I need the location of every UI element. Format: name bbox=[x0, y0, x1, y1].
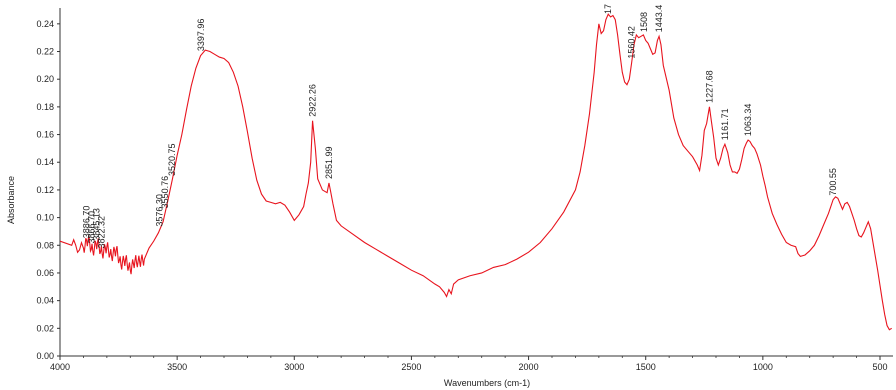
y-tick-label: 0.24 bbox=[36, 19, 54, 29]
peak-label: 17 bbox=[603, 4, 613, 14]
x-tick-label: 2500 bbox=[401, 362, 421, 372]
y-tick-label: 0.04 bbox=[36, 296, 54, 306]
peak-label: 3550.76 bbox=[160, 176, 170, 209]
peak-label: 700.55 bbox=[828, 168, 838, 196]
y-ticks: 0.00 0.02 0.04 0.06 0.08 0.10 0.12 0.14 0.16 0.18… bbox=[36, 19, 60, 361]
y-tick-label: 0.12 bbox=[36, 185, 54, 195]
peak-label: 3886.70 bbox=[82, 206, 92, 239]
peak-label: 3866.70 bbox=[86, 211, 96, 244]
series-layer bbox=[60, 13, 892, 331]
peak-label: 2922.26 bbox=[308, 84, 318, 117]
x-tick-label: 3500 bbox=[167, 362, 187, 372]
peak-label: 1560.42 bbox=[627, 26, 637, 59]
peak-label: 3520.75 bbox=[167, 143, 177, 176]
peak-labels: 3397.96 2922.26 2851.99 3520.753550.763576.… bbox=[82, 4, 838, 249]
y-tick-label: 0.22 bbox=[36, 47, 54, 57]
y-tick-label: 0.02 bbox=[36, 323, 54, 333]
x-tick-label: 1500 bbox=[636, 362, 656, 372]
x-tick-label: 1000 bbox=[753, 362, 773, 372]
y-tick-label: 0.18 bbox=[36, 102, 54, 112]
x-ticks: 4000 3500 3000 2500 2000 1500 1000 500 bbox=[50, 356, 888, 372]
y-tick-label: 0.08 bbox=[36, 240, 54, 250]
peak-label: 1443.4 bbox=[654, 5, 664, 33]
peak-label: 3397.96 bbox=[196, 19, 206, 52]
y-tick-label: 0.06 bbox=[36, 268, 54, 278]
x-tick-label: 2000 bbox=[519, 362, 539, 372]
peak-label: 1161.71 bbox=[720, 108, 730, 140]
peak-label: 1227.68 bbox=[704, 70, 714, 103]
x-axis-label: Wavenumbers (cm-1) bbox=[444, 378, 530, 388]
peak-label: 3845.13 bbox=[91, 208, 101, 241]
x-tick-label: 500 bbox=[872, 362, 887, 372]
peak-label: 1508 bbox=[639, 12, 649, 32]
peak-label: 1063.34 bbox=[743, 104, 753, 137]
x-tick-label: 3000 bbox=[284, 362, 304, 372]
plot-axes bbox=[59, 8, 893, 357]
peak-label: 3822.32 bbox=[97, 216, 107, 249]
peak-label: 2851.99 bbox=[324, 146, 334, 179]
y-axis-label: Absorbance bbox=[6, 176, 16, 224]
x-tick-label: 4000 bbox=[50, 362, 70, 372]
spectrum-line bbox=[60, 13, 892, 331]
y-tick-label: 0.00 bbox=[36, 351, 54, 361]
y-tick-label: 0.20 bbox=[36, 74, 54, 84]
y-tick-label: 0.16 bbox=[36, 130, 54, 140]
y-tick-label: 0.10 bbox=[36, 213, 54, 223]
y-tick-label: 0.14 bbox=[36, 157, 54, 167]
peak-label: 3576.30 bbox=[154, 194, 164, 227]
